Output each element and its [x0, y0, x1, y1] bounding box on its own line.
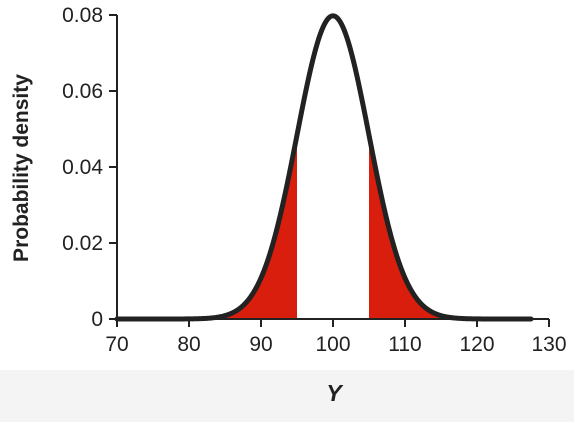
- x-tick-label: 100: [315, 333, 350, 356]
- x-tick-label: 110: [388, 333, 421, 356]
- x-tick-label: 130: [531, 333, 566, 356]
- x-axis-ticks: 70 80 90 100 110 120 130: [105, 319, 567, 356]
- x-tick-label: 90: [249, 333, 272, 356]
- shaded-region-1: [117, 135, 297, 319]
- y-tick-label: 0.02: [62, 232, 103, 255]
- x-axis-label: Y: [326, 380, 344, 406]
- x-tick-label: 120: [459, 333, 494, 356]
- y-axis-label: Probability density: [10, 74, 33, 262]
- bottom-band: [0, 370, 574, 422]
- y-tick-label: 0.06: [62, 80, 103, 103]
- shaded-region-2: [369, 135, 531, 319]
- shaded-regions: [117, 135, 531, 319]
- y-tick-label: 0.04: [62, 156, 103, 179]
- x-tick-label: 80: [177, 333, 200, 356]
- x-tick-label: 70: [105, 333, 128, 356]
- y-tick-label: 0.08: [62, 4, 103, 27]
- y-axis-ticks: 0 0.02 0.04 0.06 0.08: [62, 4, 117, 331]
- y-tick-label: 0: [91, 308, 103, 331]
